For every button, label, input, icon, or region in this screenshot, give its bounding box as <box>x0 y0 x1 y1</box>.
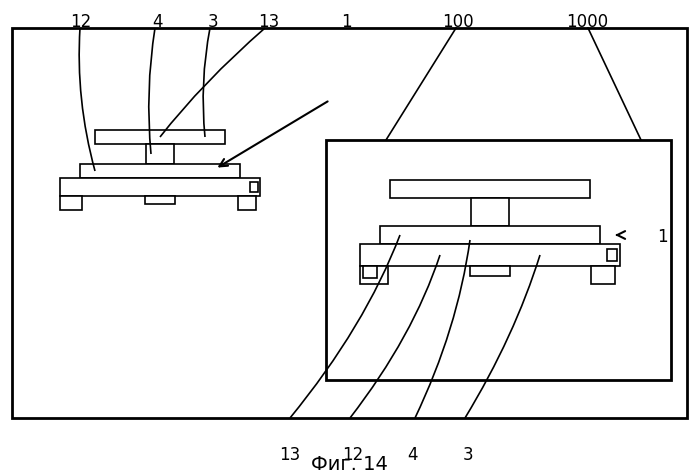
Text: 100: 100 <box>442 13 474 31</box>
Text: 4: 4 <box>407 446 418 464</box>
Bar <box>363 266 377 278</box>
Bar <box>60 196 82 210</box>
Text: 1: 1 <box>657 228 668 246</box>
Bar <box>12 28 687 418</box>
Text: 12: 12 <box>70 13 91 31</box>
Text: 3: 3 <box>463 446 474 464</box>
Bar <box>95 130 225 144</box>
Text: 12: 12 <box>343 446 363 464</box>
Bar <box>145 196 175 204</box>
Bar <box>146 144 174 164</box>
Bar <box>390 180 590 198</box>
Bar <box>238 196 256 210</box>
Text: 1: 1 <box>340 13 352 31</box>
Bar <box>80 164 240 178</box>
Bar <box>471 198 509 226</box>
Bar <box>607 249 617 261</box>
Bar <box>360 244 620 266</box>
Bar <box>380 226 600 244</box>
Text: Фиг. 14: Фиг. 14 <box>310 456 387 474</box>
Text: 13: 13 <box>280 446 301 464</box>
Bar <box>250 182 258 192</box>
Bar <box>326 140 671 380</box>
Text: 3: 3 <box>208 13 219 31</box>
Text: 4: 4 <box>152 13 163 31</box>
Text: 1000: 1000 <box>566 13 608 31</box>
Bar <box>591 266 615 284</box>
Bar <box>360 266 388 284</box>
Bar <box>470 266 510 276</box>
Bar <box>60 178 260 196</box>
Text: 13: 13 <box>259 13 280 31</box>
